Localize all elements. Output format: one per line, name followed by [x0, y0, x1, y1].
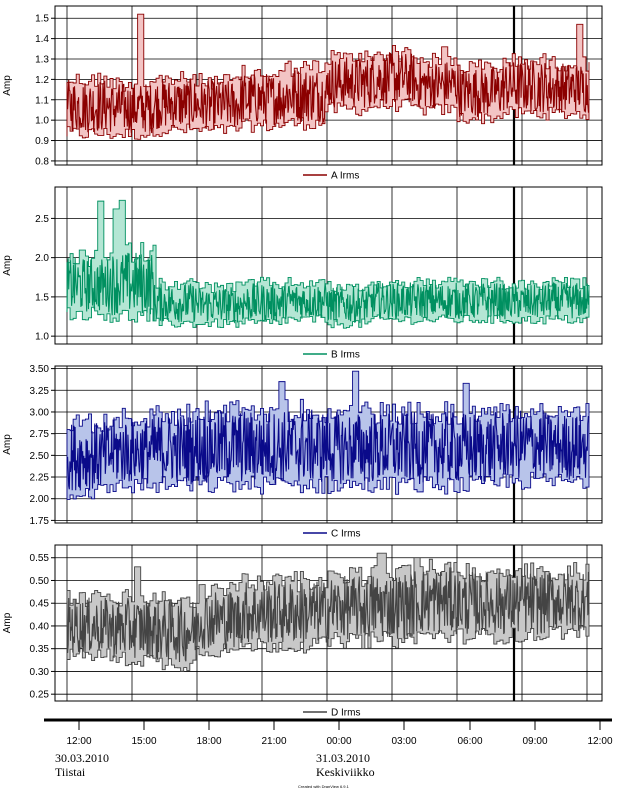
y-tick-label: 2.5 [35, 214, 49, 225]
y-tick-label: 1.3 [35, 55, 49, 66]
credit-text: Created with DranView 6.9.1 [298, 784, 350, 789]
y-tick-label: 0.8 [35, 156, 49, 167]
legend-label: A Irms [331, 171, 359, 182]
y-tick-label: 0.40 [30, 621, 50, 632]
legend-label: C Irms [331, 529, 360, 540]
time-tick-label: 15:00 [131, 736, 156, 747]
y-tick-label: 0.9 [35, 136, 49, 147]
y-tick-label: 1.4 [35, 34, 49, 45]
day-label-2: Keskiviikko [316, 765, 375, 779]
y-tick-label: 0.30 [30, 667, 50, 678]
chart-panel-1: 1.5 1.4 1.3 1.2 1.1 1.0 0.9 0.8 Amp A Irms [2, 5, 603, 182]
legend-label: D Irms [331, 708, 360, 719]
series-line [66, 252, 590, 324]
y-tick-label: 1.0 [35, 116, 49, 127]
time-tick-label: 12:00 [587, 736, 612, 747]
series-line [66, 409, 590, 491]
time-tick-label: 18:00 [196, 736, 221, 747]
chart-panel-2: 2.5 2.0 1.5 1.0 Amp B Irms [2, 186, 603, 361]
y-axis-label: Amp [2, 75, 13, 96]
chart-panel-3: 3.50 3.25 3.00 2.75 2.50 2.25 2.00 1.75 Amp C Irm… [2, 364, 603, 540]
y-tick-label: 1.2 [35, 75, 49, 86]
time-tick-label: 21:00 [261, 736, 286, 747]
y-tick-label: 3.50 [30, 364, 50, 375]
y-tick-label: 2.0 [35, 253, 49, 264]
time-tick-label: 03:00 [391, 736, 416, 747]
y-tick-label: 2.50 [30, 451, 50, 462]
legend: D Irms [303, 708, 360, 719]
y-tick-label: 3.25 [30, 386, 50, 397]
y-tick-label: 1.0 [35, 332, 49, 343]
time-tick-label: 06:00 [457, 736, 482, 747]
y-tick-label: 1.75 [30, 516, 50, 527]
y-tick-label: 0.45 [30, 599, 50, 610]
legend: C Irms [303, 529, 360, 540]
y-tick-label: 2.75 [30, 429, 50, 440]
y-tick-label: 3.00 [30, 407, 50, 418]
y-tick-label: 1.5 [35, 292, 49, 303]
date-label-1: 30.03.2010 [55, 751, 109, 765]
y-tick-label: 0.35 [30, 644, 50, 655]
date-label-2: 31.03.2010 [316, 751, 370, 765]
time-tick-label: 12:00 [66, 736, 91, 747]
y-tick-label: 2.00 [30, 494, 50, 505]
y-tick-label: 2.25 [30, 473, 50, 484]
y-axis-label: Amp [2, 255, 13, 276]
legend: B Irms [303, 350, 360, 361]
y-tick-label: 1.1 [35, 95, 49, 106]
time-tick-label: 09:00 [522, 736, 547, 747]
y-axis-label: Amp [2, 434, 13, 455]
y-tick-label: 0.50 [30, 576, 50, 587]
legend: A Irms [303, 171, 359, 182]
legend-label: B Irms [331, 350, 360, 361]
time-tick-label: 00:00 [326, 736, 351, 747]
y-tick-label: 0.55 [30, 553, 50, 564]
y-tick-label: 0.25 [30, 690, 50, 701]
series-line [66, 52, 590, 134]
series-line [66, 567, 590, 663]
day-label-1: Tiistai [55, 765, 86, 779]
y-axis-label: Amp [2, 612, 13, 633]
chart-panel-4: 0.55 0.50 0.45 0.40 0.35 0.30 0.25 Amp D Irms [2, 544, 603, 719]
time-axis: 12:00 15:00 18:00 21:00 00:00 03:00 06:00 09:00… [44, 718, 613, 789]
y-tick-label: 1.5 [35, 14, 49, 25]
